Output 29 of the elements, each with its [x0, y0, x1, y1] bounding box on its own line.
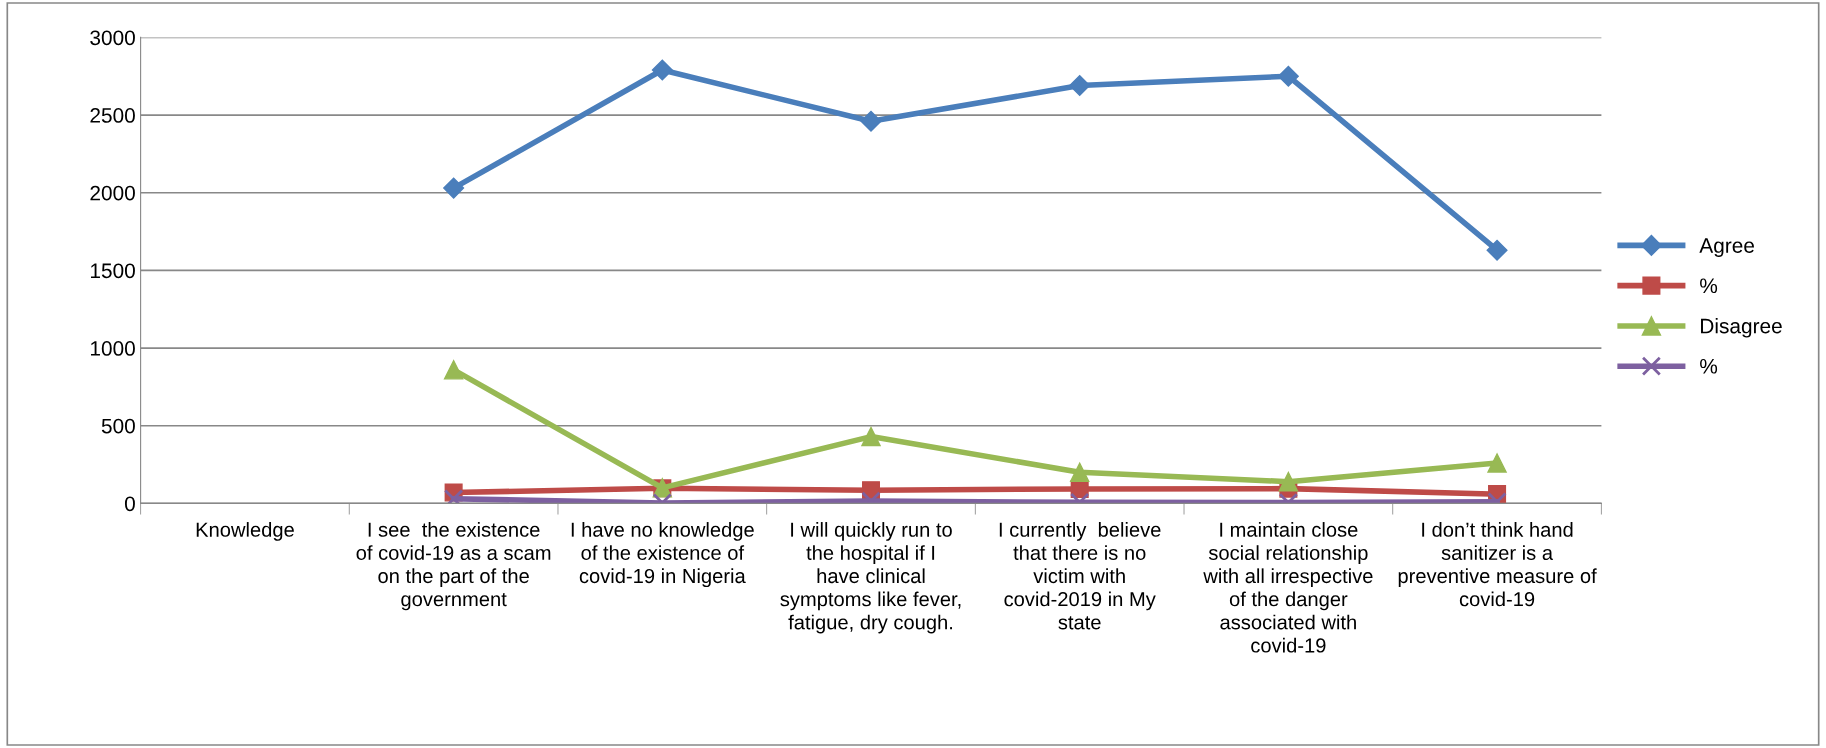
- legend-label: %: [1700, 278, 1718, 294]
- y-tick-label: 1000: [90, 341, 135, 356]
- x-tick-label: I don’t think hand sanitizer is a preventive measure of covid-19: [1398, 522, 1597, 607]
- x-tick-label: I currently believe that there is no victim with covid-2019 in My state: [999, 522, 1161, 630]
- y-tick-label: 500: [101, 418, 135, 434]
- point: [1069, 462, 1090, 483]
- point: [860, 110, 882, 132]
- point: [1278, 471, 1299, 492]
- point: [651, 59, 673, 81]
- x-tick-label: I have no knowledge of the existence of covid-19 in Nigeria: [571, 522, 754, 588]
- y-tick-label: 0: [124, 496, 135, 512]
- point: [861, 426, 881, 447]
- point: [1277, 65, 1299, 87]
- point: [1487, 453, 1507, 473]
- x-tick-label: I will quickly run to the hospital if I have clinical symptoms like fever, fatigue, dry cough.: [780, 522, 961, 634]
- y-tick-label: 2500: [90, 108, 135, 123]
- x-tick-label: I see the existence of covid-19 as a scam on the part of the government: [356, 522, 551, 611]
- y-tick-label: 1500: [90, 263, 135, 279]
- legend-label: Agree: [1699, 238, 1754, 258]
- point: [443, 177, 465, 199]
- point: [1486, 239, 1508, 261]
- x-tick-label: I maintain close social relationship with all irrespective of the danger associated with covid-19: [1203, 522, 1373, 653]
- y-tick-label: 2000: [90, 185, 135, 201]
- x-tick-label: Knowledge: [196, 522, 294, 541]
- point: [1069, 75, 1091, 97]
- point: [443, 360, 464, 380]
- legend-label: Disagree: [1701, 318, 1782, 338]
- y-tick-label: 3000: [90, 30, 135, 46]
- legend-label: %: [1700, 358, 1718, 374]
